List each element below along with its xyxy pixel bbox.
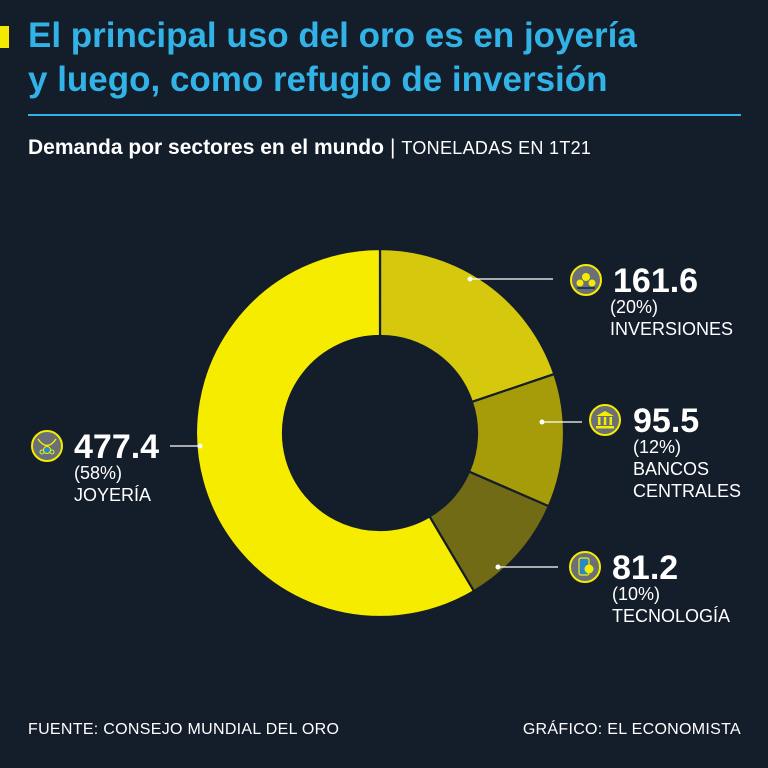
jewelry-icon — [31, 430, 63, 462]
leader-dot — [197, 443, 203, 449]
title-line-1: El principal uso del oro es en joyería — [28, 16, 637, 55]
source-note: FUENTE: CONSEJO MUNDIAL DEL ORO — [28, 721, 340, 738]
slice-category-label: BANCOS — [633, 459, 709, 479]
slice-value-label: 161.6 — [613, 262, 698, 300]
slice-value-label: 81.2 — [612, 549, 678, 587]
donut-slice-3 — [194, 247, 476, 619]
credit-note: GRÁFICO: EL ECONOMISTA — [522, 721, 741, 738]
donut-slice-0 — [378, 247, 556, 404]
leader-dot — [495, 564, 501, 570]
bank-icon — [589, 404, 621, 436]
slice-percent-label: (20%) — [610, 297, 658, 317]
title-line-2: y luego, como refugio de inversión — [28, 60, 608, 99]
slice-percent-label: (10%) — [612, 584, 660, 604]
slice-category-label: JOYERÍA — [74, 485, 151, 505]
accent-bar — [0, 26, 9, 48]
subtitle-separator: | — [389, 136, 396, 159]
page-title: El principal uso del oro es en joyería y… — [28, 14, 758, 102]
slice-category-label: INVERSIONES — [610, 319, 733, 339]
leader-dot — [467, 276, 473, 282]
slice-category-label: CENTRALES — [633, 481, 741, 501]
smartphone-icon — [569, 551, 601, 583]
title-divider — [28, 114, 741, 116]
slice-percent-label: (12%) — [633, 437, 681, 457]
subtitle-unit: TONELADAS EN 1T21 — [401, 138, 592, 158]
slice-percent-label: (58%) — [74, 463, 122, 483]
coins-hand-icon — [570, 264, 602, 296]
slice-value-label: 477.4 — [74, 428, 159, 466]
leader-dot — [539, 419, 545, 425]
slice-value-label: 95.5 — [633, 402, 699, 440]
subtitle-main: Demanda por sectores en el mundo — [28, 136, 384, 159]
chart-subtitle: Demanda por sectores en el mundo | TONELAD… — [28, 136, 591, 160]
slice-category-label: TECNOLOGÍA — [612, 606, 730, 626]
